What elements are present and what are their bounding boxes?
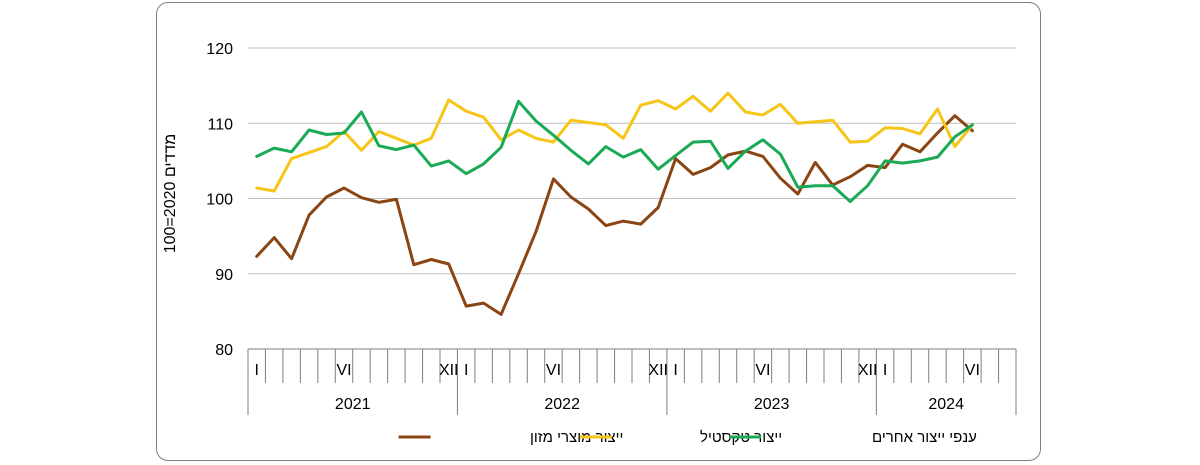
x-month-label: I — [883, 362, 887, 379]
y-tick-label: 90 — [215, 267, 233, 284]
legend-label: ייצור מוצרי מזון — [530, 429, 623, 446]
y-tick-label: 100 — [206, 192, 233, 209]
y-tick-label: 120 — [206, 41, 233, 58]
x-month-label: VI — [546, 362, 561, 379]
y-tick-label: 80 — [215, 342, 233, 359]
x-axis: I VI XII I VI XII I VI XII I VI 2021 2022 2023 2024 — [247, 348, 1017, 415]
legend-label: ענפי ייצור אחרים — [872, 429, 977, 446]
series-line-1 — [255, 114, 974, 316]
x-month-label: XII — [858, 362, 878, 379]
x-month-label: XII — [439, 362, 459, 379]
x-year-label: 2024 — [928, 396, 964, 413]
x-month-label: I — [255, 362, 259, 379]
x-month-label: VI — [336, 362, 351, 379]
x-year-label: 2021 — [335, 396, 371, 413]
series-lines — [255, 91, 974, 316]
x-month-label: VI — [755, 362, 770, 379]
y-axis-title: מדדים 2020=100 — [162, 134, 179, 254]
series-line-2 — [255, 91, 974, 193]
legend: ייצור מוצרי מזון ייצור טקסטיל ענפי ייצור א… — [398, 429, 977, 446]
y-tick-label: 110 — [207, 116, 233, 133]
series-line-3 — [255, 99, 974, 203]
x-month-label: VI — [965, 362, 980, 379]
chart-frame: 80 90 100 110 120 I VI XII I VI XII I VI XII I VI 2021 2… — [156, 2, 1041, 461]
x-year-label: 2022 — [544, 396, 580, 413]
x-month-label: I — [464, 362, 468, 379]
y-tick-labels: 80 90 100 110 120 — [206, 41, 233, 359]
line-chart: 80 90 100 110 120 I VI XII I VI XII I VI XII I VI 2021 2… — [162, 41, 1017, 446]
x-year-label: 2023 — [754, 396, 790, 413]
x-month-label: I — [673, 362, 677, 379]
x-month-label: XII — [648, 362, 668, 379]
